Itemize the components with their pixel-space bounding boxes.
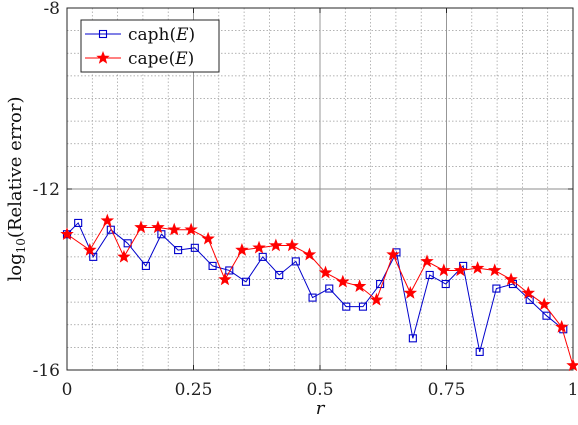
legend: caph(E)cape(E) — [80, 19, 220, 73]
y-tick-label: -16 — [33, 361, 60, 381]
data-point — [218, 272, 232, 286]
data-point — [475, 347, 484, 356]
data-point — [437, 263, 451, 277]
legend-marker — [98, 29, 108, 39]
data-point — [141, 261, 150, 270]
x-tick-label: 1 — [568, 380, 578, 400]
data-point — [318, 265, 333, 279]
y-tick-label: -12 — [33, 180, 60, 200]
legend-entry: cape(E) — [85, 49, 194, 69]
data-point — [100, 213, 115, 227]
data-point — [235, 243, 249, 256]
legend-label-suffix: ) — [189, 25, 196, 45]
y-axis-label: log10(Relative error) — [5, 97, 28, 282]
data-point — [174, 246, 183, 255]
data-point — [285, 238, 299, 252]
legend-box — [80, 19, 220, 73]
data-point — [336, 274, 350, 288]
legend-label: caph(E) — [128, 25, 195, 45]
data-point — [453, 263, 468, 277]
series-line — [66, 222, 564, 353]
data-point — [184, 222, 198, 236]
legend-label-prefix: cape( — [128, 49, 175, 69]
data-point — [403, 286, 418, 299]
data-point — [352, 279, 367, 292]
data-point — [106, 225, 115, 234]
data-point — [566, 358, 578, 372]
data-point — [470, 261, 485, 274]
data-point — [408, 334, 417, 343]
data-point — [302, 247, 317, 261]
data-point — [134, 220, 148, 234]
x-tick-label: 0.75 — [428, 380, 466, 400]
legend-marker — [96, 50, 110, 64]
data-point — [542, 311, 551, 320]
data-point — [325, 284, 334, 293]
data-point — [167, 222, 181, 236]
data-point — [537, 297, 551, 311]
data-point — [376, 279, 385, 289]
y-axis-label-log: log — [5, 253, 26, 281]
data-point — [386, 247, 400, 261]
legend-entries: caph(E)cape(E) — [85, 25, 195, 69]
data-point — [275, 270, 284, 280]
data-point — [308, 293, 317, 302]
y-tick-label: -8 — [43, 0, 60, 19]
data-point — [201, 231, 215, 245]
x-tick-label: 0 — [62, 380, 73, 400]
legend-label-variable: E — [174, 49, 188, 69]
legend-label: cape(E) — [128, 49, 194, 69]
tick-marks — [66, 7, 574, 371]
data-point — [123, 239, 132, 248]
data-point — [291, 257, 300, 266]
y-axis-label-text: (Relative error) — [5, 97, 26, 239]
data-point — [151, 220, 165, 234]
data-point — [342, 302, 351, 311]
data-point — [358, 302, 368, 311]
data-point — [425, 270, 434, 280]
data-point — [83, 243, 97, 256]
data-point — [504, 272, 518, 286]
x-tick-label: 0.25 — [175, 380, 213, 400]
data-point — [190, 243, 199, 252]
data-point — [554, 319, 569, 333]
x-axis-label: r — [316, 398, 326, 419]
data-point — [441, 279, 450, 289]
series-layer — [60, 213, 578, 372]
data-point — [208, 261, 217, 270]
data-point — [521, 286, 535, 299]
data-point — [241, 277, 251, 286]
data-point — [252, 240, 266, 254]
series-cape — [60, 213, 578, 372]
legend-entry: caph(E) — [85, 25, 195, 45]
data-point — [225, 266, 234, 275]
x-tick-label: 0.5 — [306, 380, 333, 400]
data-point — [258, 252, 267, 261]
tick-labels: 0 0.25 0.5 0.75 1 -16 -12 -8 — [33, 0, 578, 400]
data-point — [488, 263, 502, 277]
data-point — [269, 238, 283, 252]
legend-label-prefix: caph( — [128, 25, 176, 45]
legend-label-suffix: ) — [188, 49, 195, 69]
data-point — [117, 249, 131, 263]
data-point — [369, 292, 384, 306]
legend-label-variable: E — [175, 25, 189, 45]
data-point — [74, 218, 83, 227]
y-axis-label-base: 10 — [14, 238, 28, 253]
data-point — [60, 227, 74, 240]
data-point — [420, 254, 434, 268]
data-point — [492, 284, 501, 293]
